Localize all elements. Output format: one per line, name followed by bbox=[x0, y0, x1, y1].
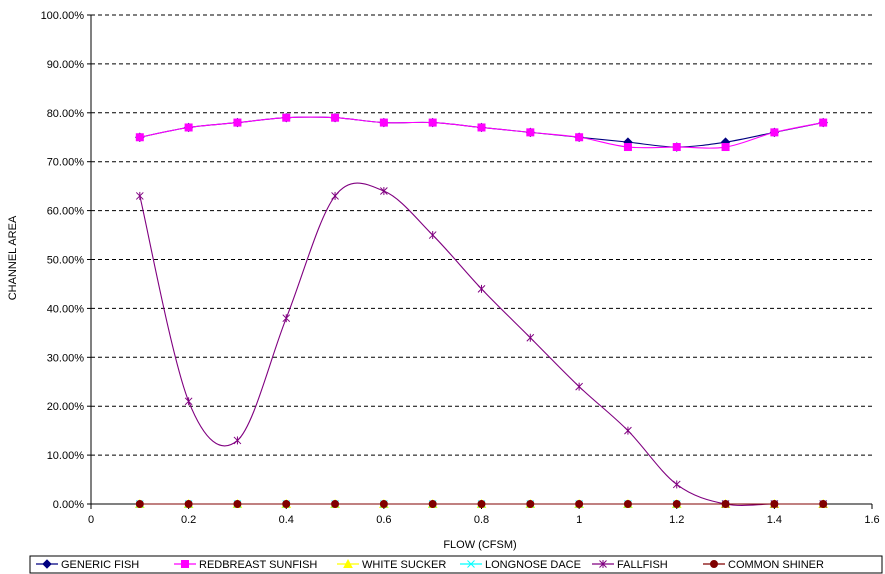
legend-label: WHITE SUCKER bbox=[362, 559, 446, 571]
series-line bbox=[139, 116, 824, 149]
data-point bbox=[135, 191, 144, 200]
series-layer bbox=[134, 112, 829, 508]
data-point bbox=[672, 500, 681, 508]
y-tick-label: 100.00% bbox=[41, 10, 85, 22]
data-point bbox=[526, 333, 535, 342]
data-point bbox=[282, 500, 291, 508]
data-point bbox=[379, 500, 388, 508]
y-tick-label: 20.00% bbox=[47, 401, 85, 413]
legend-item-white-sucker: WHITE SUCKER bbox=[337, 558, 446, 571]
y-tick-label: 80.00% bbox=[47, 108, 85, 120]
data-point bbox=[623, 143, 632, 152]
data-point bbox=[672, 480, 681, 489]
series-fallfish bbox=[135, 182, 828, 508]
legend-label: COMMON SHINER bbox=[728, 559, 824, 571]
legend-label: FALLFISH bbox=[617, 559, 668, 571]
data-point bbox=[331, 113, 340, 122]
y-tick-label: 30.00% bbox=[47, 352, 85, 364]
data-point bbox=[282, 314, 291, 323]
x-tick-labels: 0 0.2 0.4 0.6 0.8 1 1.2 1.4 1.6 bbox=[88, 514, 880, 526]
x-tick-label: 0.2 bbox=[181, 514, 196, 526]
legend-label: LONGNOSE DACE bbox=[485, 559, 581, 571]
legend-item-fallfish: FALLFISH bbox=[592, 559, 668, 571]
y-tick-label: 40.00% bbox=[47, 303, 85, 315]
data-point bbox=[575, 133, 584, 142]
data-point bbox=[184, 397, 193, 406]
y-tick-label: 50.00% bbox=[47, 255, 85, 267]
data-point bbox=[477, 500, 486, 508]
data-point bbox=[819, 500, 828, 508]
legend-item-longnose-dace: LONGNOSE DACE bbox=[460, 559, 581, 571]
data-point bbox=[428, 500, 437, 508]
data-point bbox=[672, 143, 681, 152]
data-point bbox=[477, 123, 486, 132]
x-tick-label: 0 bbox=[88, 514, 94, 526]
legend-item-common-shiner: COMMON SHINER bbox=[703, 559, 824, 571]
y-tick-label: 60.00% bbox=[47, 206, 85, 218]
data-point bbox=[624, 426, 632, 435]
data-point bbox=[819, 118, 828, 127]
y-tick-label: 70.00% bbox=[47, 157, 85, 169]
legend-label: REDBREAST SUNFISH bbox=[199, 559, 317, 571]
data-point bbox=[575, 382, 583, 391]
data-point bbox=[428, 231, 437, 240]
legend: GENERIC FISH REDBREAST SUNFISH WHITE SUCKE… bbox=[29, 555, 883, 574]
data-point bbox=[379, 118, 388, 127]
legend-item-generic-fish: GENERIC FISH bbox=[36, 559, 139, 571]
y-tick-label: 0.00% bbox=[53, 499, 84, 511]
series-common-shiner bbox=[135, 500, 828, 508]
data-point bbox=[526, 128, 535, 137]
x-tick-label: 0.8 bbox=[474, 514, 489, 526]
data-point bbox=[184, 500, 193, 508]
legend-marker bbox=[42, 559, 52, 569]
legend-marker bbox=[343, 558, 353, 568]
data-point bbox=[623, 500, 632, 508]
data-point bbox=[233, 118, 242, 127]
data-point bbox=[770, 500, 779, 508]
data-point bbox=[721, 143, 730, 152]
y-axis-label: CHANNEL AREA bbox=[7, 215, 19, 300]
legend-item-redbreast-sunfish: REDBREAST SUNFISH bbox=[174, 559, 317, 571]
data-point bbox=[428, 118, 437, 127]
data-point bbox=[770, 128, 779, 137]
legend-label: GENERIC FISH bbox=[61, 559, 139, 571]
legend-marker bbox=[710, 560, 718, 568]
y-tick-labels: 0.00% 10.00% 20.00% 30.00% 40.00% 50.00% 60.00… bbox=[41, 10, 85, 511]
data-point bbox=[135, 500, 144, 508]
data-point bbox=[135, 133, 144, 142]
data-point bbox=[575, 500, 584, 508]
x-tick-label: 0.6 bbox=[376, 514, 391, 526]
legend-marker bbox=[599, 560, 607, 568]
series-redbreast-sunfish bbox=[135, 113, 828, 152]
series-line bbox=[139, 182, 824, 506]
data-point bbox=[331, 191, 339, 200]
data-point bbox=[721, 500, 730, 508]
x-tick-label: 1.2 bbox=[669, 514, 684, 526]
x-tick-label: 1.6 bbox=[864, 514, 879, 526]
data-point bbox=[184, 123, 193, 132]
y-tick-label: 90.00% bbox=[47, 59, 85, 71]
data-point bbox=[331, 500, 340, 508]
data-point bbox=[282, 113, 291, 122]
data-point bbox=[233, 436, 242, 445]
legend-box bbox=[29, 555, 883, 574]
x-tick-label: 1.4 bbox=[767, 514, 782, 526]
x-tick-label: 0.4 bbox=[279, 514, 294, 526]
y-tick-label: 10.00% bbox=[47, 450, 85, 462]
gridlines bbox=[91, 14, 872, 456]
legend-marker bbox=[181, 560, 189, 568]
axes bbox=[87, 14, 873, 509]
marker-stroke bbox=[467, 560, 475, 568]
legend-marker bbox=[467, 560, 475, 568]
data-point bbox=[233, 500, 242, 508]
data-point bbox=[380, 187, 388, 196]
data-point bbox=[477, 284, 486, 293]
x-tick-label: 1 bbox=[576, 514, 582, 526]
data-point bbox=[526, 500, 535, 508]
x-axis-label: FLOW (CFSM) bbox=[443, 539, 516, 551]
